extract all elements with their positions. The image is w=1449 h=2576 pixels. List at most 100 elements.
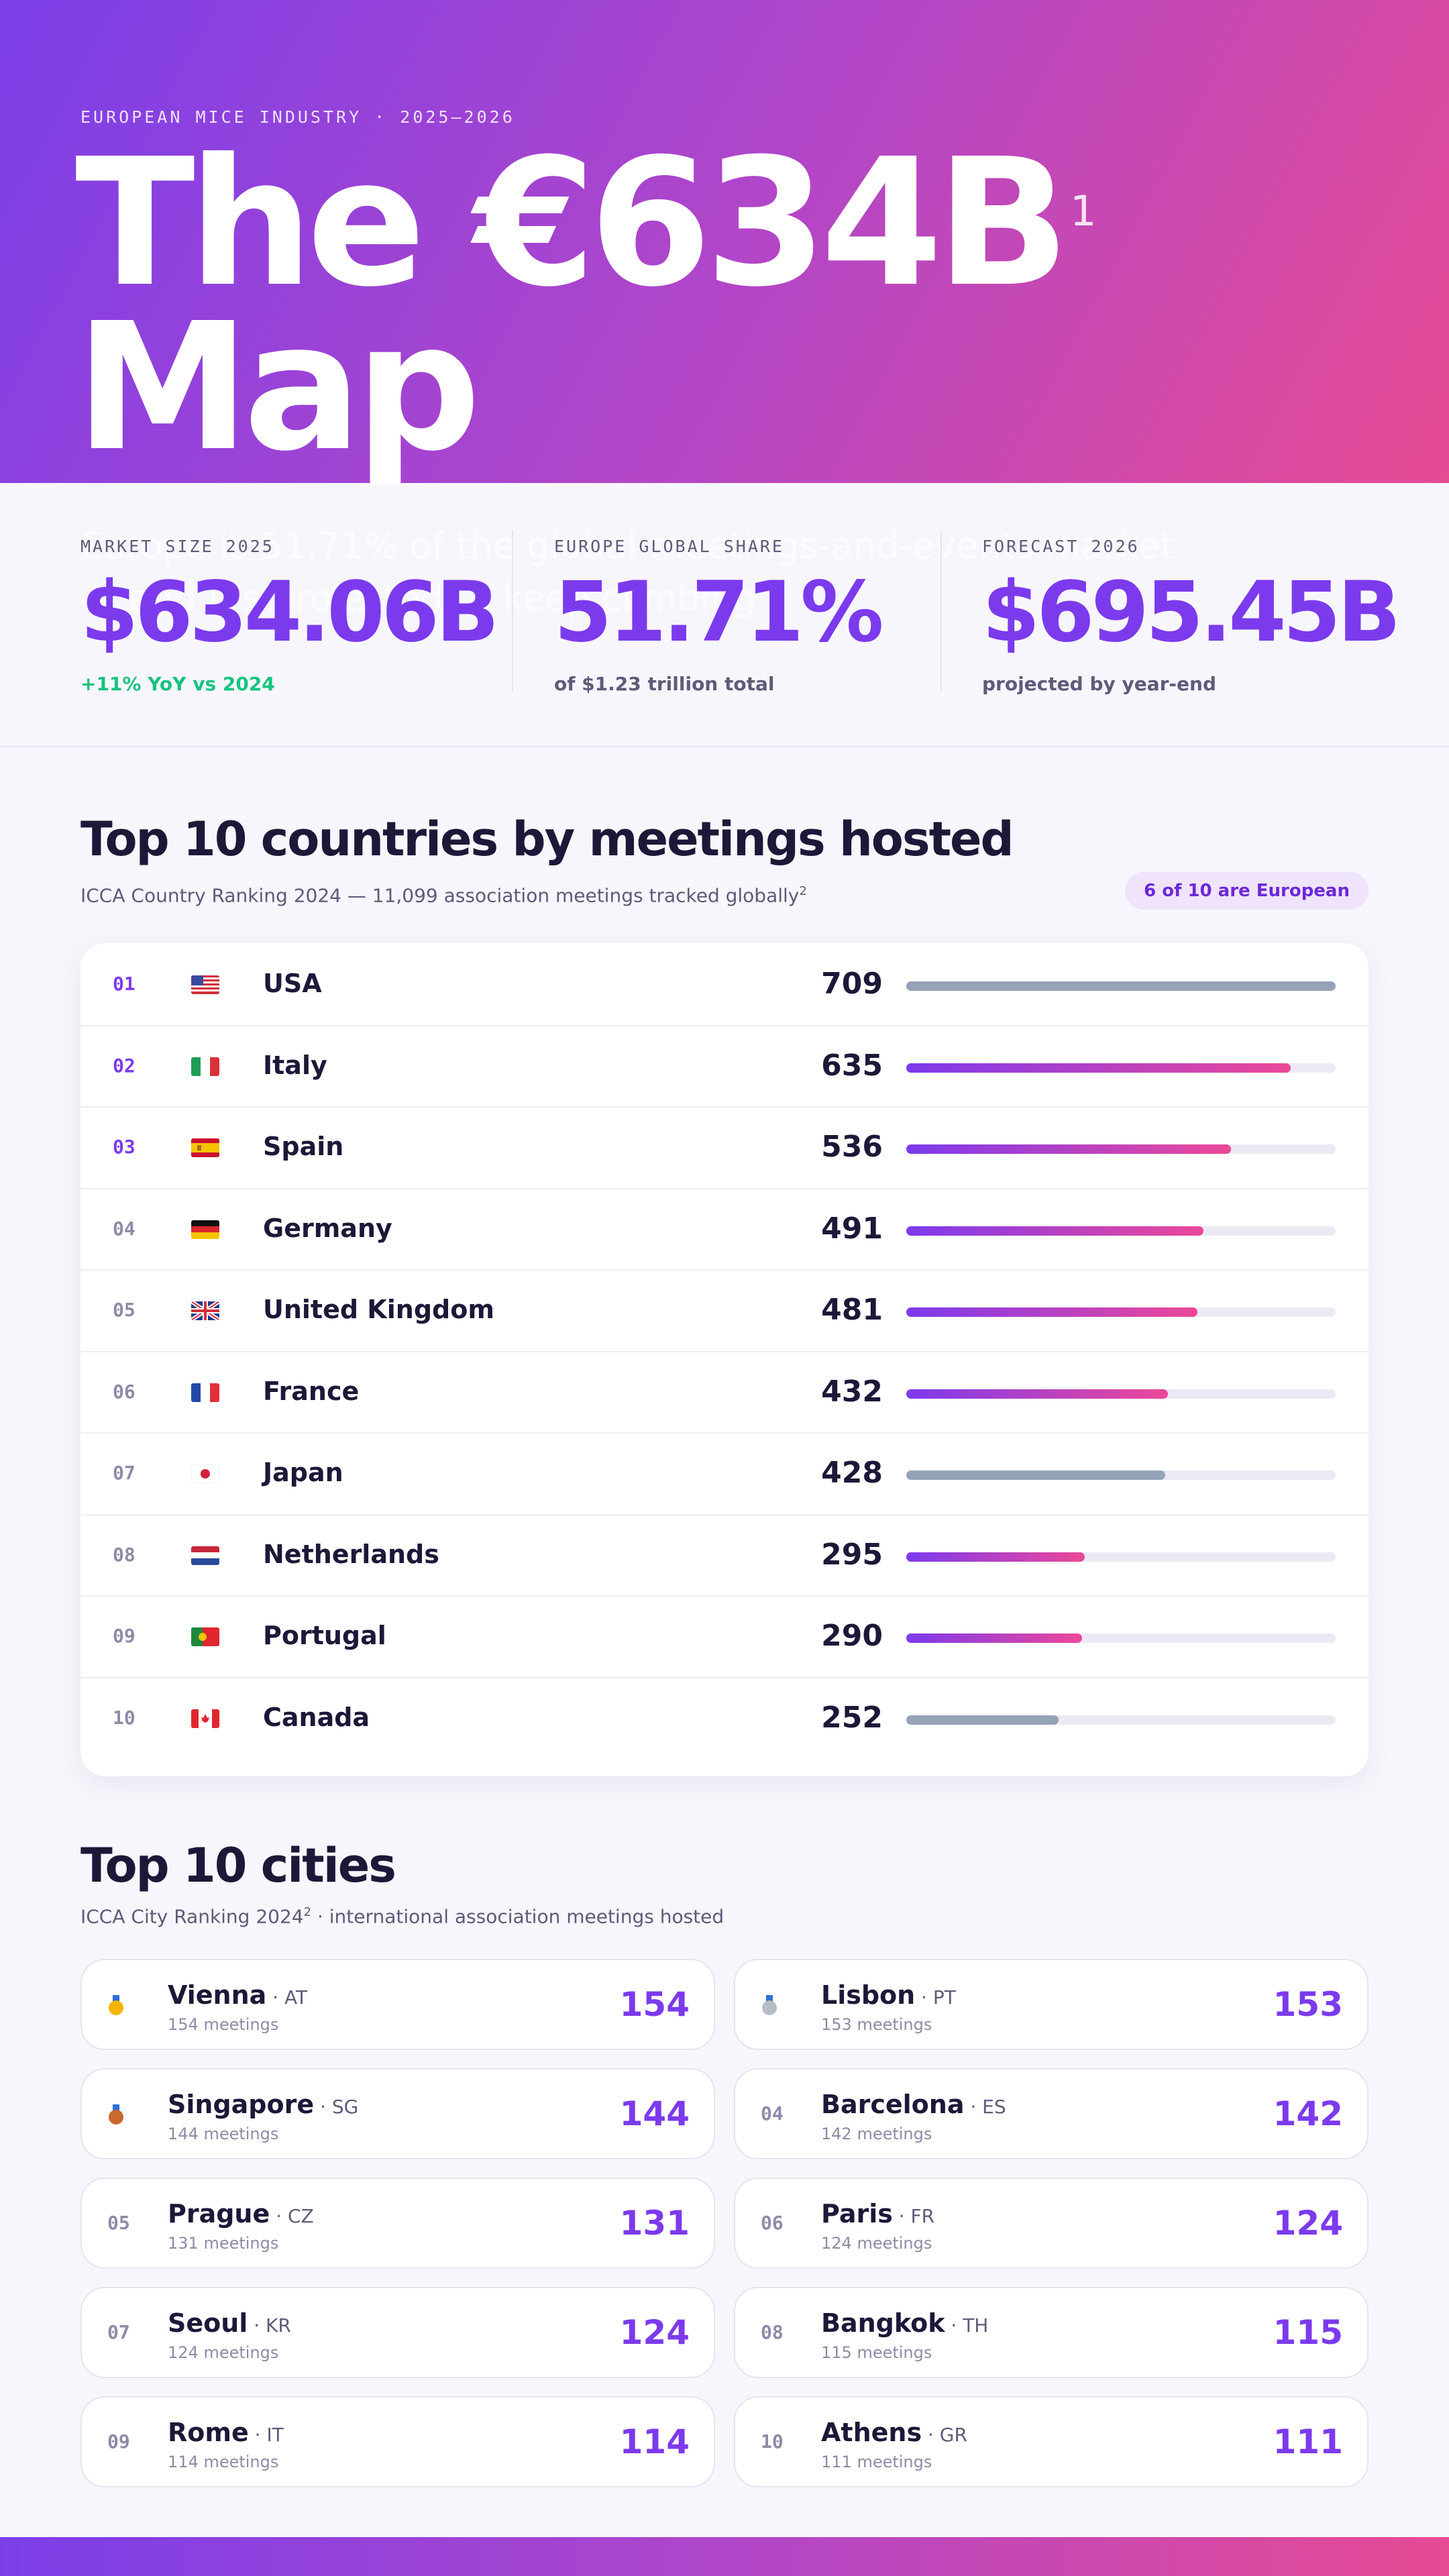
city-rank: 08 <box>761 2321 784 2343</box>
country-meetings-value: 295 <box>821 1537 883 1572</box>
country-rank: 02 <box>113 1054 136 1077</box>
city-country-code: · PT <box>915 1986 956 2008</box>
footer-gradient-bar <box>0 2537 1449 2576</box>
stat-label: MARKET SIZE 2025 <box>80 537 274 556</box>
country-bar-track <box>906 1552 1336 1562</box>
country-row[interactable]: 06 France 432 <box>80 1350 1368 1432</box>
stat-value: 51.71% <box>554 564 883 661</box>
country-bar <box>906 1226 1204 1236</box>
city-card[interactable]: 09 Rome · IT 114 meetings 114 <box>80 2396 715 2487</box>
country-bar <box>906 1144 1231 1154</box>
country-rank: 05 <box>113 1299 136 1321</box>
country-meetings-value: 290 <box>821 1619 883 1653</box>
city-country-code: · KR <box>248 2314 291 2337</box>
country-rank: 10 <box>113 1706 136 1729</box>
city-name: Barcelona · ES <box>821 2090 1006 2119</box>
stat-forecast: FORECAST 2026 $695.45B projected by year… <box>982 537 1401 695</box>
country-name: Italy <box>263 1050 327 1080</box>
country-row[interactable]: 10 Canada 252 <box>80 1676 1368 1758</box>
city-card[interactable]: 05 Prague · CZ 131 meetings 131 <box>80 2178 715 2269</box>
city-name: Paris · FR <box>821 2199 935 2229</box>
city-name: Vienna · AT <box>168 1980 308 2010</box>
bronze-medal-icon <box>109 2104 123 2125</box>
city-meetings-caption: 124 meetings <box>821 2234 932 2253</box>
country-name: Spain <box>263 1132 344 1161</box>
countries-section-subtitle: ICCA Country Ranking 2024 — 11,099 assoc… <box>80 884 807 907</box>
country-bar-track <box>906 981 1336 991</box>
city-meetings-caption: 111 meetings <box>821 2453 932 2471</box>
city-card[interactable]: Lisbon · PT 153 meetings 153 <box>734 1959 1368 2050</box>
hero-title-line2: Map <box>75 285 481 490</box>
country-row[interactable]: 05 United Kingdom 481 <box>80 1269 1368 1350</box>
city-card[interactable]: 06 Paris · FR 124 meetings 124 <box>734 2178 1368 2269</box>
stat-note: projected by year-end <box>982 673 1217 695</box>
country-rank: 03 <box>113 1136 136 1158</box>
city-card[interactable]: Vienna · AT 154 meetings 154 <box>80 1959 715 2050</box>
stat-label: FORECAST 2026 <box>982 537 1140 556</box>
it-flag-icon <box>191 1057 219 1076</box>
city-rank: 06 <box>761 2212 784 2234</box>
stat-label: EUROPE GLOBAL SHARE <box>554 537 784 556</box>
country-meetings-value: 635 <box>821 1048 883 1083</box>
city-name: Seoul · KR <box>168 2308 291 2338</box>
city-card[interactable]: 07 Seoul · KR 124 meetings 124 <box>80 2287 715 2378</box>
silver-medal-icon <box>762 1995 777 2015</box>
country-name: France <box>263 1376 360 1406</box>
country-bar-track <box>906 1063 1336 1073</box>
country-row[interactable]: 02 Italy 635 <box>80 1024 1368 1106</box>
country-bar-track <box>906 1144 1336 1154</box>
european-count-badge: 6 of 10 are European <box>1125 872 1368 910</box>
country-row[interactable]: 04 Germany 491 <box>80 1187 1368 1269</box>
country-bar <box>906 981 1336 991</box>
hero-eyebrow: EUROPEAN MICE INDUSTRY · 2025–2026 <box>80 107 515 127</box>
country-row[interactable]: 09 Portugal 290 <box>80 1595 1368 1676</box>
fr-flag-icon <box>191 1383 219 1402</box>
country-meetings-value: 252 <box>821 1700 883 1735</box>
city-meetings-value: 131 <box>619 2204 690 2243</box>
gold-medal-icon <box>109 1995 123 2015</box>
country-row[interactable]: 07 Japan 428 <box>80 1432 1368 1513</box>
country-rank: 06 <box>113 1380 136 1403</box>
city-card[interactable]: 08 Bangkok · TH 115 meetings 115 <box>734 2287 1368 2378</box>
country-row[interactable]: 08 Netherlands 295 <box>80 1513 1368 1595</box>
city-meetings-caption: 115 meetings <box>821 2343 932 2362</box>
city-country-code: · IT <box>248 2424 284 2446</box>
country-rank: 01 <box>113 973 136 995</box>
country-bar-track <box>906 1633 1336 1643</box>
city-meetings-caption: 144 meetings <box>168 2125 279 2143</box>
footnote-ref[interactable]: 2 <box>303 1905 312 1919</box>
hero-banner: EUROPEAN MICE INDUSTRY · 2025–2026 <box>0 0 1449 483</box>
footnote-ref[interactable]: 2 <box>799 884 807 898</box>
city-meetings-value: 153 <box>1273 1985 1343 2024</box>
country-bar-track <box>906 1226 1336 1236</box>
city-meetings-caption: 154 meetings <box>168 2015 279 2034</box>
pt-flag-icon <box>191 1627 219 1646</box>
city-name: Bangkok · TH <box>821 2308 989 2338</box>
country-rank: 08 <box>113 1543 136 1566</box>
country-row[interactable]: 01 USA 709 <box>80 943 1368 1024</box>
city-rank: 04 <box>761 2102 784 2125</box>
city-country-code: · GR <box>922 2424 967 2446</box>
country-rank: 09 <box>113 1625 136 1647</box>
city-card[interactable]: 04 Barcelona · ES 142 meetings 142 <box>734 2068 1368 2159</box>
country-meetings-value: 428 <box>821 1456 883 1490</box>
city-meetings-caption: 131 meetings <box>168 2234 279 2253</box>
city-meetings-value: 115 <box>1273 2313 1343 2352</box>
footnote-ref[interactable]: 1 <box>1070 186 1097 235</box>
countries-table: 01 USA 709 02 Italy 635 03 Spain 536 04 Germany 491… <box>80 943 1368 1776</box>
city-card[interactable]: 10 Athens · GR 111 meetings 111 <box>734 2396 1368 2487</box>
country-bar <box>906 1470 1166 1480</box>
city-rank: 05 <box>107 2212 130 2234</box>
de-flag-icon <box>191 1220 219 1239</box>
jp-flag-icon <box>191 1464 219 1483</box>
country-meetings-value: 481 <box>821 1293 883 1327</box>
country-name: Germany <box>263 1213 392 1243</box>
city-rank: 09 <box>107 2430 130 2453</box>
country-row[interactable]: 03 Spain 536 <box>80 1106 1368 1187</box>
country-meetings-value: 491 <box>821 1211 883 1246</box>
city-meetings-value: 124 <box>1273 2204 1343 2243</box>
hero-title: The €634B 1 Map <box>75 136 1097 490</box>
city-card[interactable]: Singapore · SG 144 meetings 144 <box>80 2068 715 2159</box>
country-bar <box>906 1389 1168 1399</box>
city-meetings-caption: 153 meetings <box>821 2015 932 2034</box>
